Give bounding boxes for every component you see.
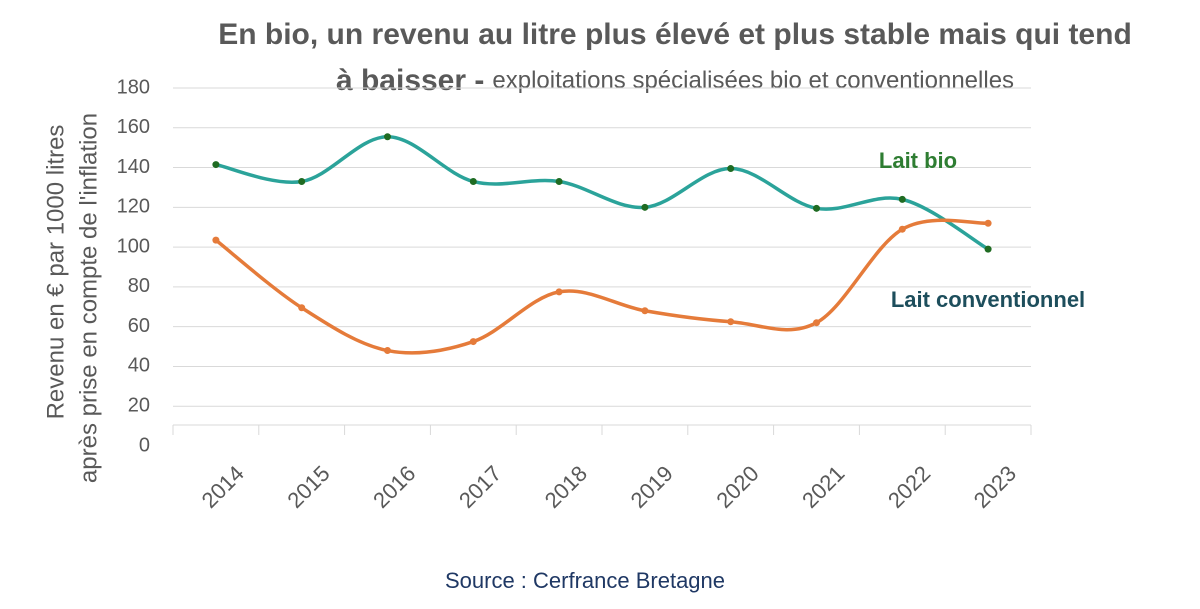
- legend-label: Lait bio: [879, 148, 957, 173]
- data-point: [212, 236, 220, 244]
- data-point: [727, 318, 735, 326]
- x-tick-label: 2020: [711, 461, 763, 513]
- data-point: [555, 288, 563, 296]
- data-point: [641, 307, 649, 315]
- y-tick-label: 80: [128, 275, 150, 297]
- series-line: [214, 218, 989, 355]
- data-point: [898, 195, 906, 203]
- x-tick-label: 2019: [626, 461, 678, 513]
- y-tick-label: 100: [117, 235, 150, 257]
- data-point: [984, 245, 992, 253]
- data-point: [984, 219, 992, 227]
- x-tick-label: 2016: [368, 461, 420, 513]
- source: Source : Cerfrance Bretagne: [445, 568, 725, 593]
- data-point: [384, 347, 391, 355]
- x-tick-label: 2023: [969, 461, 1021, 513]
- data-point: [212, 161, 220, 169]
- data-point: [298, 177, 306, 185]
- data-point: [555, 177, 563, 185]
- chart-title: à baisser -: [336, 64, 484, 97]
- data-point: [641, 203, 649, 211]
- y-tick-label: 140: [117, 156, 150, 178]
- data-point: [298, 304, 306, 312]
- data-point: [469, 338, 477, 346]
- chart-title-line: à baisser - exploitations spécialisées bi…: [336, 64, 1014, 97]
- x-tick-label: 2021: [797, 461, 849, 513]
- legend-label: Lait conventionnel: [891, 287, 1085, 312]
- data-point: [813, 204, 820, 212]
- x-tick-label: 2022: [883, 461, 935, 513]
- y-tick-label: 160: [117, 116, 150, 138]
- y-tick-label: 0: [139, 434, 150, 456]
- data-point: [384, 133, 391, 141]
- y-tick-label: 120: [117, 196, 150, 218]
- y-tick-label: 40: [128, 355, 150, 377]
- x-tick-label: 2018: [540, 461, 592, 513]
- data-point: [898, 225, 906, 233]
- y-tick-label: 60: [128, 315, 150, 337]
- data-point: [727, 165, 735, 173]
- x-tick-label: 2017: [454, 461, 506, 513]
- data-point: [813, 319, 820, 327]
- y-axis-label: Revenu en € par 1000 litres: [42, 125, 69, 420]
- y-tick-label: 180: [117, 76, 150, 98]
- y-axis-label: après prise en compte de l'inflation: [75, 113, 102, 483]
- y-tick-label: 20: [128, 395, 150, 417]
- x-tick-label: 2014: [197, 461, 249, 513]
- chart-title: En bio, un revenu au litre plus élevé et…: [218, 18, 1132, 51]
- data-point: [469, 177, 477, 185]
- x-tick-label: 2015: [282, 461, 334, 513]
- chart-subtitle: exploitations spécialisées bio et conven…: [492, 67, 1014, 94]
- series-line: [215, 134, 989, 251]
